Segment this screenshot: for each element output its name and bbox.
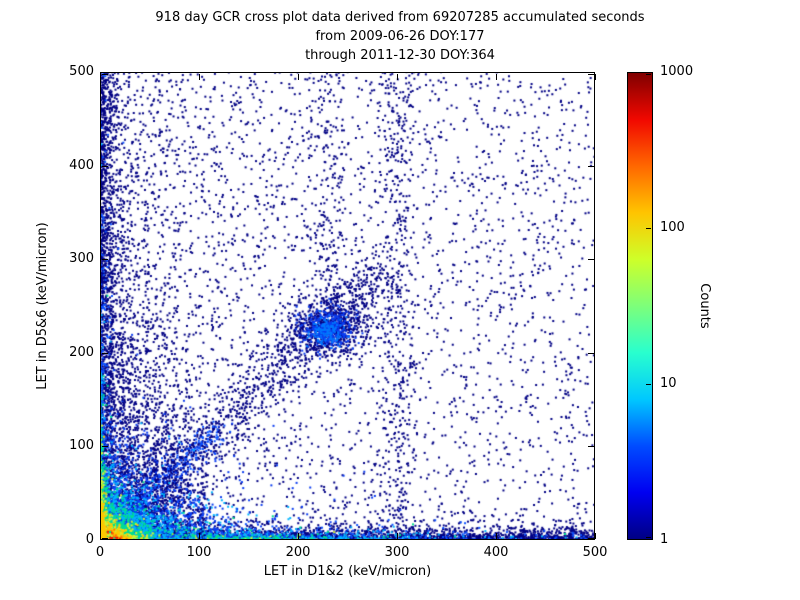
x-axis-label: LET in D1&2 (keV/micron) xyxy=(263,564,432,579)
y-tick-label-300: 300 xyxy=(69,251,94,266)
colorbar-tick-10: 10 xyxy=(660,376,677,391)
title-line-2: from 2009-06-26 DOY:177 xyxy=(315,29,485,44)
tick-mark xyxy=(646,383,651,385)
title-line-1: 918 day GCR cross plot data derived from… xyxy=(155,10,645,25)
colorbar-tick-100: 100 xyxy=(660,220,685,235)
x-tick-label-500: 500 xyxy=(582,545,608,560)
tick-mark xyxy=(646,537,651,538)
x-tick-label-200: 200 xyxy=(285,545,311,560)
tick-mark xyxy=(595,533,596,539)
chart-title: 918 day GCR cross plot data derived from… xyxy=(0,8,800,65)
colorbar-label: Counts xyxy=(697,283,712,329)
tick-mark xyxy=(646,228,651,230)
colorbar-tick-1: 1 xyxy=(660,532,669,547)
y-tick-label-400: 400 xyxy=(69,158,94,173)
colorbar-gradient xyxy=(628,73,652,539)
y-axis-label: LET in D5&6 (keV/micron) xyxy=(35,222,50,390)
scatter-density-canvas xyxy=(100,72,595,540)
y-tick-label-0: 0 xyxy=(85,532,94,547)
colorbar xyxy=(627,72,653,540)
x-tick-label-0: 0 xyxy=(95,545,105,560)
x-tick-label-400: 400 xyxy=(483,545,509,560)
tick-mark xyxy=(646,74,651,75)
tick-mark xyxy=(595,74,596,80)
colorbar-tick-1000: 1000 xyxy=(660,64,694,79)
title-line-3: through 2011-12-30 DOY:364 xyxy=(305,48,495,63)
y-tick-label-100: 100 xyxy=(69,438,94,453)
x-tick-label-100: 100 xyxy=(186,545,212,560)
x-tick-label-300: 300 xyxy=(384,545,410,560)
y-tick-label-500: 500 xyxy=(69,64,94,79)
y-tick-label-200: 200 xyxy=(69,345,94,360)
